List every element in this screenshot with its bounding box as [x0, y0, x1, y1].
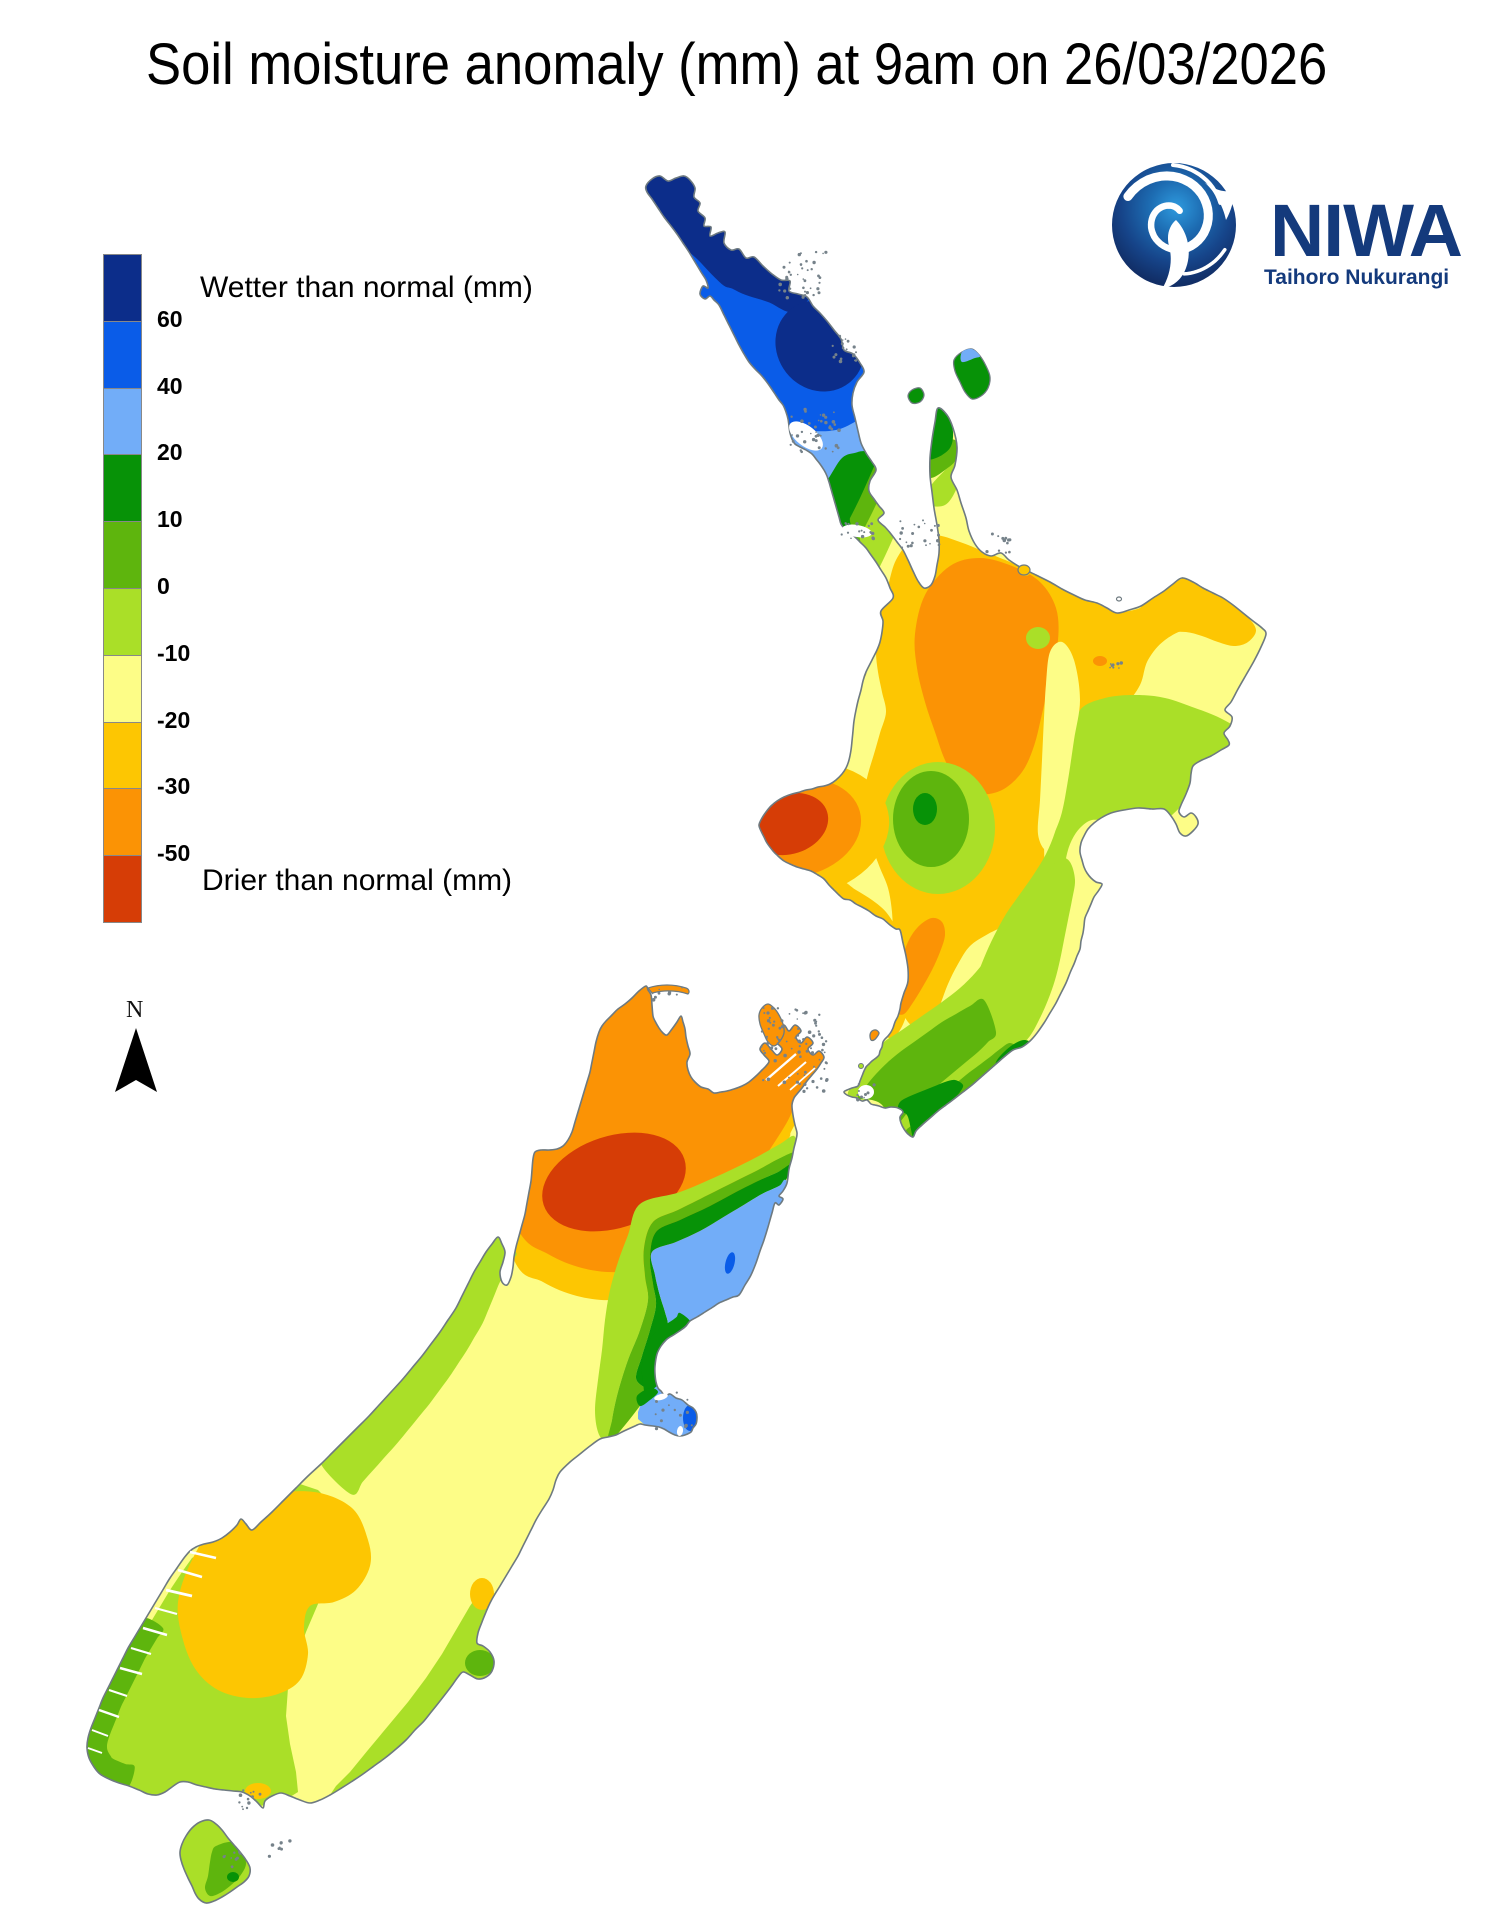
svg-text:NIWA: NIWA	[1270, 189, 1462, 272]
svg-text:Taihoro Nukurangi: Taihoro Nukurangi	[1264, 266, 1449, 289]
